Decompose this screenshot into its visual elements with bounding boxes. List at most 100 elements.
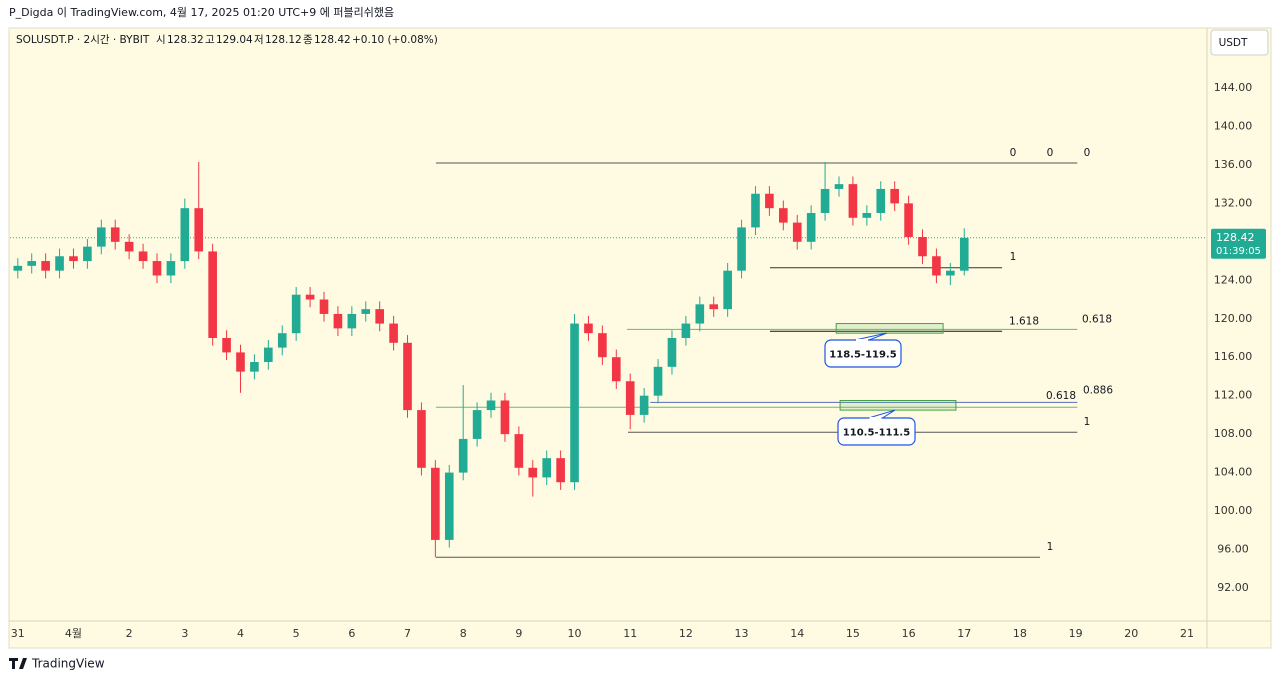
fib-label: 0 xyxy=(1047,147,1054,159)
x-tick-label: 8 xyxy=(460,627,467,640)
currency[interactable]: USDT xyxy=(1219,37,1248,49)
candle-body xyxy=(556,458,565,483)
candle-body xyxy=(681,323,691,338)
candle-body xyxy=(932,256,941,276)
candle-body xyxy=(277,333,287,348)
candle-body xyxy=(375,309,384,324)
candle-body xyxy=(570,323,579,483)
ohlc-value: 128.12 xyxy=(265,34,302,46)
logo-icon xyxy=(9,658,27,669)
x-tick-label: 12 xyxy=(679,627,693,640)
x-tick-label: 5 xyxy=(293,627,300,640)
fib-label: 1 xyxy=(1010,251,1017,263)
x-tick-label: 6 xyxy=(348,627,355,640)
fib-label: 0.618 xyxy=(1082,313,1112,325)
candle-body xyxy=(55,256,64,271)
candle-body xyxy=(598,333,607,358)
y-tick-label: 116.00 xyxy=(1214,350,1253,363)
candle-body xyxy=(486,400,496,411)
candle-body xyxy=(959,237,969,271)
candle-body xyxy=(542,458,552,478)
candle-body xyxy=(639,395,649,415)
x-tick-label: 9 xyxy=(515,627,522,640)
x-tick-label: 4 xyxy=(237,627,244,640)
candle-body xyxy=(472,410,482,439)
x-tick-label: 3 xyxy=(181,627,188,640)
candle-body xyxy=(208,251,217,338)
change: +0.10 (+0.08%) xyxy=(352,34,438,46)
callout-pointer xyxy=(854,332,887,341)
candle-body xyxy=(625,381,635,415)
candle-body xyxy=(250,362,259,372)
y-tick-label: 112.00 xyxy=(1214,389,1253,402)
y-tick-label: 124.00 xyxy=(1214,273,1253,286)
candle-body xyxy=(138,251,148,262)
x-tick-label: 20 xyxy=(1124,627,1138,640)
candle-body xyxy=(83,246,92,262)
x-tick-label: 15 xyxy=(846,627,860,640)
callout-cover xyxy=(869,417,882,420)
candle-body xyxy=(876,188,886,213)
y-tick-label: 120.00 xyxy=(1214,312,1253,325)
candle-body xyxy=(124,241,134,252)
candle-body xyxy=(779,208,788,223)
candle-body xyxy=(166,261,176,276)
fib-label: 1 xyxy=(1047,541,1054,553)
candle-body xyxy=(848,184,858,218)
candle-body xyxy=(110,227,120,242)
candle-body xyxy=(723,270,732,310)
candle-body xyxy=(514,434,524,468)
zone xyxy=(839,399,957,411)
x-tick-label: 21 xyxy=(1180,627,1194,640)
zone-label: 118.5-119.5 xyxy=(829,350,896,361)
candle-body xyxy=(611,357,621,382)
candle-body xyxy=(890,188,899,204)
candle-body xyxy=(305,294,315,300)
candle-body xyxy=(236,352,245,372)
fib-label: 0 xyxy=(1010,147,1017,159)
candle-body xyxy=(222,337,231,353)
x-tick-label: 17 xyxy=(957,627,971,640)
candle-body xyxy=(264,347,273,363)
candle-body xyxy=(417,410,426,468)
y-tick-label: 100.00 xyxy=(1214,504,1253,517)
zone-label: 110.5-111.5 xyxy=(843,428,910,439)
candle-body xyxy=(361,309,371,314)
fib-label: 0 xyxy=(1084,147,1091,159)
currency-box[interactable] xyxy=(1210,29,1269,56)
footer-logo: TradingView xyxy=(9,657,105,671)
candle-body xyxy=(458,438,468,473)
candle-body xyxy=(834,184,844,189)
x-tick-label: 7 xyxy=(404,627,411,640)
fib-label: 1.618 xyxy=(1009,315,1039,327)
y-tick-label: 104.00 xyxy=(1214,466,1253,479)
candle-body xyxy=(806,212,816,242)
candle-body xyxy=(528,467,538,478)
ohlc-label: 고 xyxy=(205,34,215,46)
candle-body xyxy=(653,366,663,396)
candle-body xyxy=(904,203,913,238)
candle-body xyxy=(69,256,78,262)
candle-body xyxy=(737,227,746,271)
y-tick-label: 136.00 xyxy=(1214,158,1253,171)
y-tick-label: 144.00 xyxy=(1214,81,1253,94)
y-tick-label: 96.00 xyxy=(1217,543,1249,556)
x-tick-label: 4월 xyxy=(65,627,82,640)
x-tick-label: 10 xyxy=(568,627,582,640)
candle-body xyxy=(403,342,412,411)
countdown: 01:39:05 xyxy=(1216,246,1261,257)
ohlc-label: 저 xyxy=(254,34,264,46)
ohlc-value: 128.42 xyxy=(314,34,351,46)
candle-body xyxy=(291,294,301,334)
candle-body xyxy=(27,261,37,266)
y-tick-label: 108.00 xyxy=(1214,427,1253,440)
candle-body xyxy=(918,237,927,257)
footer-brand: TradingView xyxy=(31,657,105,671)
ohlc-label: 종 xyxy=(303,34,313,46)
candle-body xyxy=(946,270,955,276)
candle-body xyxy=(41,261,50,271)
candle-body xyxy=(347,313,357,329)
ohlc-label: 시 xyxy=(156,34,166,46)
